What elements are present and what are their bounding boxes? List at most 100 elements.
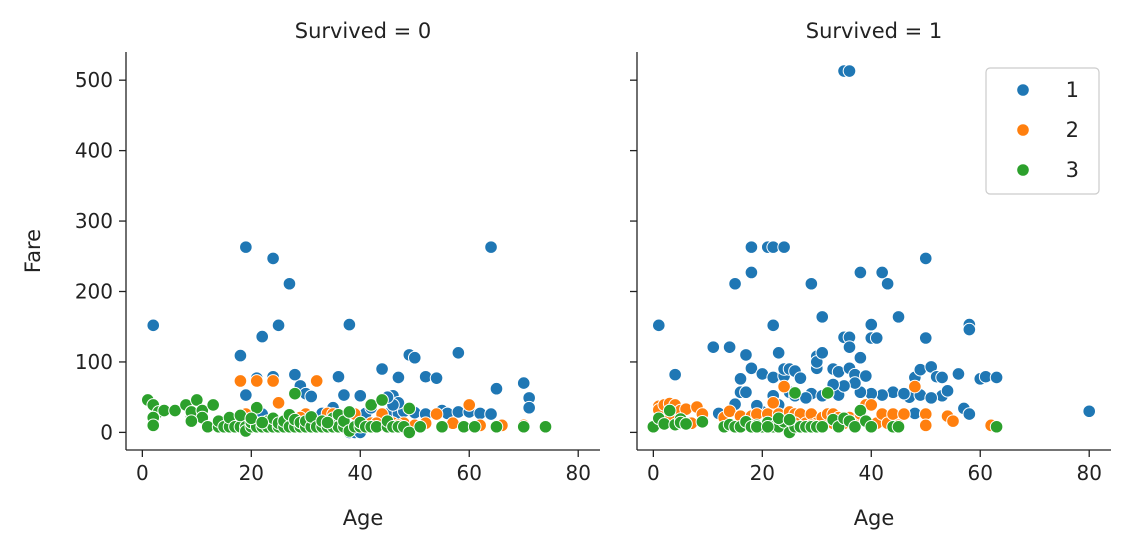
point-class-1 — [815, 345, 830, 360]
x-tick-label: 20 — [239, 461, 264, 485]
x-tick-label: 80 — [565, 461, 590, 485]
point-class-1 — [522, 400, 536, 415]
point-class-3 — [538, 419, 553, 434]
point-class-1 — [233, 348, 248, 363]
point-class-1 — [146, 318, 161, 333]
point-class-3 — [402, 425, 417, 440]
point-class-1 — [331, 369, 346, 384]
point-class-1 — [407, 350, 422, 365]
point-class-2 — [908, 379, 922, 394]
point-class-3 — [679, 417, 693, 431]
x-tick-label: 0 — [647, 461, 660, 485]
legend-label: 2 — [1066, 118, 1079, 142]
point-class-1 — [353, 388, 368, 403]
point-class-2 — [266, 374, 280, 388]
point-class-1 — [744, 361, 759, 376]
y-tick-label: 100 — [75, 350, 113, 374]
point-class-1 — [706, 340, 721, 354]
x-tick-label: 60 — [457, 461, 482, 485]
point-class-3 — [788, 386, 802, 400]
point-class-1 — [804, 276, 819, 291]
legend-box — [985, 67, 1100, 195]
point-class-2 — [864, 398, 879, 412]
y-tick-label: 500 — [75, 68, 113, 92]
x-tick-label: 40 — [859, 461, 884, 485]
point-class-1 — [266, 251, 280, 266]
point-class-3 — [782, 412, 797, 427]
point-class-3 — [320, 415, 335, 430]
point-class-2 — [777, 379, 791, 394]
scatter-points — [646, 64, 1097, 440]
point-class-3 — [375, 393, 389, 407]
point-class-1 — [337, 388, 351, 402]
point-class-1 — [962, 322, 977, 337]
y-axis-title: Fare — [21, 229, 45, 273]
point-class-1 — [842, 64, 857, 78]
legend: 1 2 3 — [985, 67, 1100, 195]
point-class-3 — [206, 398, 220, 412]
point-class-1 — [484, 240, 498, 254]
point-class-3 — [168, 403, 182, 418]
point-class-1 — [918, 251, 933, 266]
point-class-1 — [853, 350, 868, 365]
x-axis-title: Age — [343, 506, 384, 530]
point-class-1 — [342, 317, 357, 332]
point-class-1 — [918, 331, 933, 345]
legend-marker — [1016, 163, 1030, 177]
point-class-3 — [760, 419, 775, 434]
point-class-2 — [766, 396, 781, 410]
point-class-1 — [864, 317, 879, 332]
point-class-1 — [924, 391, 939, 405]
x-tick-label: 60 — [968, 461, 993, 485]
panel-survived-0: Survived = 0 0 20 40 60 80 0 100 200 300 400 500 Age — [75, 19, 600, 530]
point-class-1 — [651, 318, 666, 333]
point-class-3 — [853, 403, 868, 418]
point-class-1 — [859, 369, 873, 383]
scatter-points — [140, 240, 553, 440]
point-class-2 — [918, 418, 933, 433]
point-class-1 — [891, 310, 906, 324]
point-class-3 — [695, 415, 710, 429]
point-class-3 — [489, 419, 504, 434]
point-class-3 — [413, 419, 428, 434]
y-tick-label: 300 — [75, 209, 113, 233]
point-class-1 — [777, 240, 791, 254]
point-class-2 — [897, 407, 911, 421]
point-class-3 — [184, 414, 199, 428]
point-class-1 — [429, 371, 444, 385]
point-class-1 — [1082, 404, 1097, 419]
point-class-3 — [146, 418, 161, 433]
point-class-3 — [255, 415, 270, 430]
point-class-1 — [728, 276, 742, 291]
point-class-1 — [880, 276, 895, 291]
point-class-3 — [467, 419, 482, 434]
x-tick-label: 40 — [348, 461, 373, 485]
point-class-1 — [744, 265, 759, 280]
point-class-1 — [391, 370, 406, 385]
panel-survived-1: Survived = 1 0 20 40 60 80 Age — [630, 19, 1111, 530]
x-tick-label: 20 — [750, 461, 775, 485]
point-class-2 — [462, 398, 477, 412]
point-class-1 — [304, 389, 319, 404]
point-class-1 — [793, 371, 808, 385]
legend-marker — [1016, 123, 1030, 137]
point-class-1 — [853, 265, 868, 280]
point-class-1 — [288, 367, 302, 382]
point-class-1 — [239, 240, 253, 254]
point-class-2 — [918, 407, 933, 421]
figure-labels: Fare — [21, 229, 45, 273]
point-class-1 — [722, 340, 737, 354]
point-class-1 — [739, 385, 753, 400]
point-class-3 — [342, 405, 357, 419]
legend-marker — [1016, 83, 1030, 97]
point-class-2 — [946, 414, 960, 428]
point-class-1 — [744, 240, 759, 254]
point-class-3 — [249, 400, 264, 415]
legend-label: 1 — [1066, 78, 1079, 102]
point-class-3 — [516, 419, 531, 434]
point-class-1 — [733, 372, 748, 386]
x-tick-label: 0 — [136, 461, 149, 485]
point-class-3 — [864, 419, 879, 434]
point-class-1 — [282, 276, 297, 291]
